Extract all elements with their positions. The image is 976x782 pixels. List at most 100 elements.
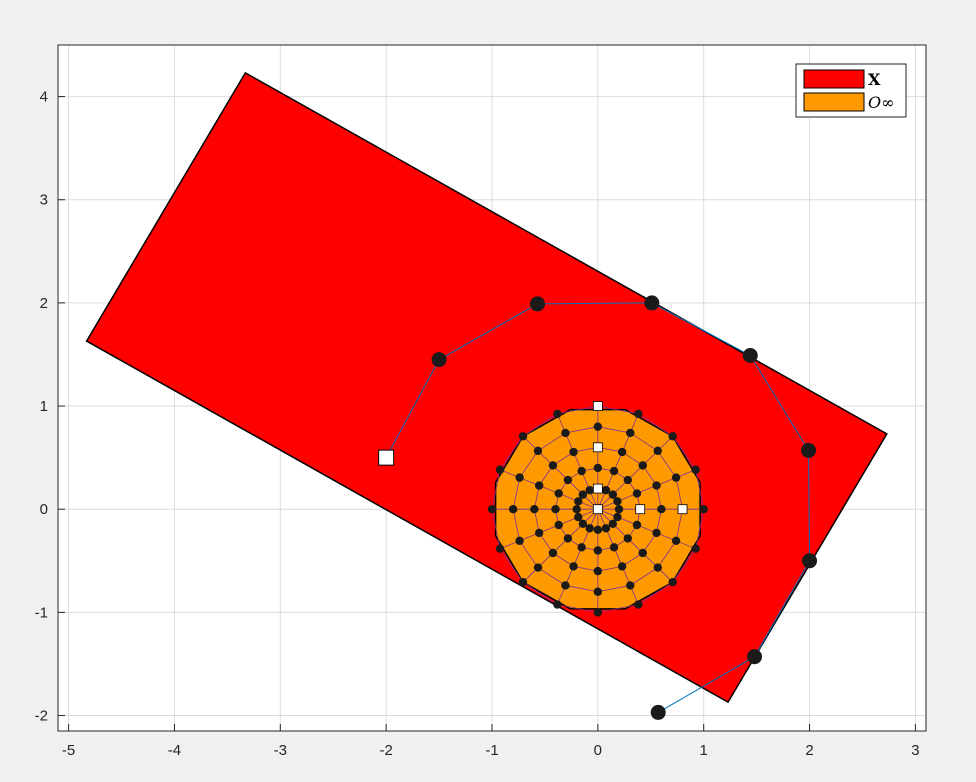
inner-trajectory-point — [626, 581, 635, 590]
inner-trajectory-point — [548, 461, 558, 470]
inner-trajectory-point — [623, 534, 632, 543]
inner-trajectory-point — [634, 409, 643, 419]
outer-trajectory-start-marker — [378, 449, 395, 466]
x-tick-label: 2 — [805, 742, 813, 759]
inner-trajectory-point — [691, 465, 700, 474]
inner-trajectory-point — [668, 577, 677, 587]
outer-trajectory-point — [650, 704, 666, 720]
inner-trajectory-point — [563, 534, 573, 543]
inner-trajectory-point — [530, 505, 539, 514]
inner-trajectory-point — [632, 520, 642, 530]
markers — [378, 295, 818, 720]
inner-trajectory-point — [574, 512, 583, 522]
outer-trajectory-point — [431, 352, 447, 368]
inner-trajectory-point — [495, 544, 505, 553]
inner-trajectory-point — [534, 528, 544, 538]
inner-trajectory-point — [554, 520, 563, 530]
inner-trajectory-start-marker — [592, 401, 603, 411]
inner-trajectory-point — [623, 475, 632, 485]
inner-trajectory-point — [593, 587, 603, 596]
inner-trajectory-point — [487, 505, 497, 514]
outer-trajectory-point — [742, 348, 758, 364]
y-tick-label: 2 — [40, 295, 48, 312]
inner-trajectory-point — [534, 481, 544, 490]
inner-trajectory-start-marker — [592, 483, 603, 494]
inner-trajectory-point — [601, 485, 611, 495]
ticks: -5 -4 -3 -2 -1 0 1 2 3 -2 -1 0 1 2 3 4 — [35, 89, 920, 759]
inner-trajectory-point — [617, 447, 627, 457]
inner-trajectory-point — [585, 524, 594, 533]
inner-trajectory-point — [609, 466, 619, 476]
inner-trajectory-point — [554, 489, 563, 498]
inner-trajectory-point — [634, 600, 643, 609]
inner-trajectory-point — [533, 563, 543, 572]
inner-trajectory-start-marker — [592, 442, 603, 453]
inner-trajectory-point — [574, 497, 583, 506]
inner-trajectory-point — [578, 490, 588, 499]
inner-trajectory-point — [495, 465, 505, 474]
legend-label-x: X — [868, 70, 881, 89]
inner-trajectory-point — [593, 463, 603, 473]
y-tick-label: -1 — [35, 604, 48, 621]
outer-trajectory-point — [644, 295, 660, 311]
inner-trajectory-start-marker — [677, 504, 688, 515]
inner-trajectory-point — [577, 466, 586, 476]
inner-trajectory-point — [613, 512, 622, 522]
x-tick-label: -2 — [379, 742, 392, 759]
inner-trajectory-point — [593, 608, 603, 617]
inner-trajectory-point — [613, 497, 622, 506]
inner-trajectory-point — [652, 528, 661, 538]
inner-trajectory-point — [518, 577, 528, 587]
x-tick-label: -1 — [485, 742, 498, 759]
inner-trajectory-point — [653, 446, 662, 456]
outer-trajectory-point — [801, 442, 817, 458]
y-tick-label: 1 — [40, 398, 48, 415]
legend-swatch-x — [803, 69, 865, 89]
inner-trajectory-point — [617, 562, 627, 571]
inner-trajectory-point — [653, 563, 662, 572]
outer-trajectory-point — [530, 296, 546, 312]
inner-trajectory-point — [593, 525, 603, 535]
inner-trajectory-point — [569, 562, 578, 571]
outer-trajectory-point — [747, 649, 763, 665]
inner-trajectory-point — [572, 505, 581, 514]
inner-trajectory-point — [691, 544, 700, 553]
x-tick-label: 1 — [700, 742, 708, 759]
inner-trajectory-point — [593, 546, 603, 555]
inner-trajectory-point — [563, 475, 573, 485]
inner-trajectory-point — [533, 446, 543, 456]
legend-label-o-infinity: O∞ — [868, 93, 894, 112]
x-tick-label: 3 — [911, 742, 919, 759]
inner-trajectory-point — [614, 505, 624, 514]
inner-trajectory-point — [608, 519, 618, 528]
inner-trajectory-point — [561, 581, 570, 590]
inner-trajectory-point — [508, 505, 518, 514]
y-tick-label: 4 — [40, 89, 48, 106]
inner-trajectory-point — [585, 485, 594, 495]
y-tick-label: 0 — [40, 501, 48, 518]
legend: X O∞ — [795, 63, 907, 118]
inner-trajectory-point — [515, 473, 524, 482]
inner-trajectory-point — [548, 548, 558, 558]
inner-trajectory-point — [652, 481, 661, 490]
inner-trajectory-point — [638, 548, 647, 558]
inner-trajectory-point — [657, 505, 666, 514]
inner-trajectory-point — [668, 432, 677, 441]
inner-trajectory-point — [553, 600, 562, 609]
inner-trajectory-point — [553, 409, 562, 419]
inner-trajectory-point — [551, 505, 560, 514]
inner-trajectory-point — [593, 566, 603, 576]
inner-trajectory-point — [608, 490, 618, 499]
inner-trajectory-point — [593, 422, 603, 431]
inner-trajectory-point — [578, 519, 588, 528]
x-tick-label: 0 — [594, 742, 602, 759]
inner-trajectory-point — [632, 489, 642, 498]
inner-trajectory-start-marker — [592, 504, 603, 515]
inner-trajectory-point — [671, 473, 681, 482]
inner-trajectory-point — [671, 536, 681, 545]
inner-trajectory-point — [561, 428, 570, 438]
inner-trajectory-point — [601, 524, 611, 533]
outer-trajectory-point — [802, 553, 818, 569]
x-tick-label: -3 — [274, 742, 287, 759]
